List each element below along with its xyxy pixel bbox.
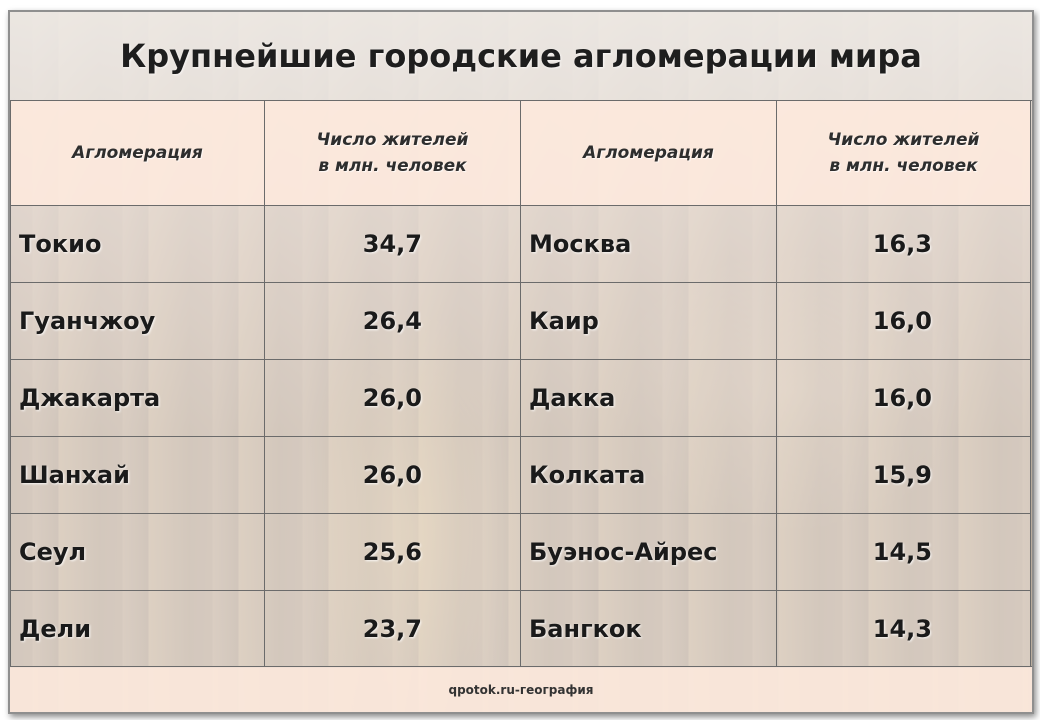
population-value: 25,6 (264, 513, 521, 591)
city-name: Дели (10, 590, 265, 668)
header-population: Число жителей в млн. человек (776, 100, 1031, 206)
city-name: Каир (520, 282, 777, 360)
city-name: Бангкок (520, 590, 777, 668)
population-value: 14,5 (776, 513, 1031, 591)
table-header-row: Агломерация Число жителей в млн. человек… (10, 100, 1031, 206)
population-value: 14,3 (776, 590, 1031, 668)
slide-frame: Крупнейшие городские агломерации мира Аг… (8, 10, 1034, 714)
page-title: Крупнейшие городские агломерации мира (120, 37, 922, 75)
population-value: 16,0 (776, 359, 1031, 437)
agglomerations-table: Агломерация Число жителей в млн. человек… (10, 100, 1031, 668)
header-agglomeration: Агломерация (520, 100, 777, 206)
table-row: Джакарта 26,0 Дакка 16,0 (10, 359, 1031, 437)
city-name: Буэнос-Айрес (520, 513, 777, 591)
city-name: Колката (520, 436, 777, 514)
table-row: Дели 23,7 Бангкок 14,3 (10, 590, 1031, 668)
population-value: 15,9 (776, 436, 1031, 514)
city-name: Джакарта (10, 359, 265, 437)
table-row: Токио 34,7 Москва 16,3 (10, 205, 1031, 283)
header-population: Число жителей в млн. человек (264, 100, 521, 206)
population-value: 23,7 (264, 590, 521, 668)
population-value: 16,3 (776, 205, 1031, 283)
table-row: Сеул 25,6 Буэнос-Айрес 14,5 (10, 513, 1031, 591)
population-value: 26,4 (264, 282, 521, 360)
footer-bar: qpotok.ru-география (10, 666, 1032, 712)
city-name: Москва (520, 205, 777, 283)
city-name: Гуанчжоу (10, 282, 265, 360)
population-value: 16,0 (776, 282, 1031, 360)
city-name: Сеул (10, 513, 265, 591)
population-value: 26,0 (264, 359, 521, 437)
table-row: Гуанчжоу 26,4 Каир 16,0 (10, 282, 1031, 360)
header-agglomeration: Агломерация (10, 100, 265, 206)
city-name: Дакка (520, 359, 777, 437)
population-value: 26,0 (264, 436, 521, 514)
population-value: 34,7 (264, 205, 521, 283)
city-name: Токио (10, 205, 265, 283)
source-caption: qpotok.ru-география (448, 683, 594, 697)
title-bar: Крупнейшие городские агломерации мира (10, 12, 1032, 101)
city-name: Шанхай (10, 436, 265, 514)
table-row: Шанхай 26,0 Колката 15,9 (10, 436, 1031, 514)
